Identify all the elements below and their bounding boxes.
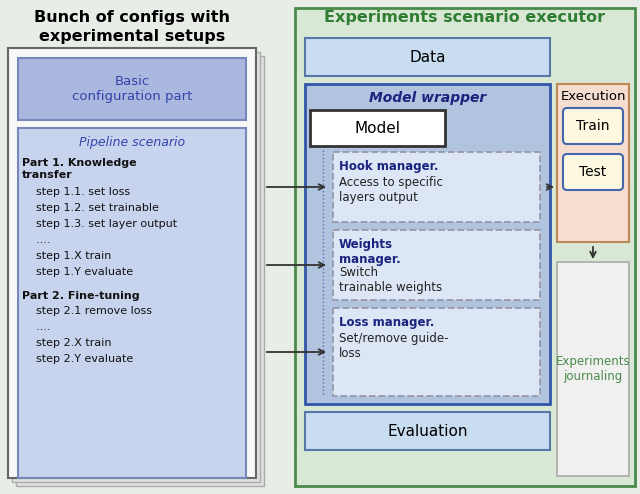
Text: Access to specific
layers output: Access to specific layers output [339, 176, 443, 204]
Bar [295, 8, 635, 486]
Bar [310, 110, 445, 146]
Text: step 1.1. set loss: step 1.1. set loss [22, 187, 130, 197]
Text: step 1.2. set trainable: step 1.2. set trainable [22, 203, 159, 213]
Bar [305, 84, 550, 404]
Bar [305, 38, 550, 76]
Bar [333, 230, 540, 300]
Text: Evaluation: Evaluation [387, 423, 468, 439]
Text: Switch
trainable weights: Switch trainable weights [339, 266, 442, 294]
Text: Hook manager.: Hook manager. [339, 160, 438, 173]
Bar [333, 308, 540, 396]
Text: step 2.X train: step 2.X train [22, 338, 111, 348]
Text: Basic
configuration part: Basic configuration part [72, 75, 192, 103]
Text: Data: Data [409, 49, 445, 65]
Text: Part 1. Knowledge
transfer: Part 1. Knowledge transfer [22, 158, 136, 180]
Bar [18, 58, 246, 120]
Text: Loss manager.: Loss manager. [339, 316, 435, 329]
Bar [333, 152, 540, 222]
Text: step 1.X train: step 1.X train [22, 251, 111, 261]
Text: step 1.3. set layer output: step 1.3. set layer output [22, 219, 177, 229]
Text: Model: Model [355, 121, 401, 135]
Bar [557, 262, 629, 476]
Bar [18, 128, 246, 478]
Text: Set/remove guide-
loss: Set/remove guide- loss [339, 332, 449, 360]
Bar [305, 412, 550, 450]
Text: Bunch of configs with
experimental setups: Bunch of configs with experimental setup… [34, 10, 230, 43]
Text: Part 2. Fine-tuning: Part 2. Fine-tuning [22, 291, 140, 301]
Text: ....: .... [22, 322, 51, 332]
Text: Train: Train [576, 119, 610, 133]
Text: step 2.1 remove loss: step 2.1 remove loss [22, 306, 152, 316]
Text: Experiments scenario executor: Experiments scenario executor [324, 10, 605, 25]
Bar [16, 56, 264, 486]
Text: Execution: Execution [560, 89, 626, 102]
Text: Weights
manager.: Weights manager. [339, 238, 401, 266]
Text: Model wrapper: Model wrapper [369, 91, 486, 105]
Bar [557, 84, 629, 242]
Text: step 1.Y evaluate: step 1.Y evaluate [22, 267, 133, 277]
Text: step 2.Y evaluate: step 2.Y evaluate [22, 354, 133, 364]
Text: Experiments
journaling: Experiments journaling [556, 355, 630, 383]
Text: Pipeline scenario: Pipeline scenario [79, 135, 185, 149]
FancyBboxPatch shape [563, 154, 623, 190]
Text: Test: Test [579, 165, 607, 179]
FancyBboxPatch shape [563, 108, 623, 144]
Bar [12, 52, 260, 482]
Text: ....: .... [22, 235, 51, 245]
Bar [8, 48, 256, 478]
